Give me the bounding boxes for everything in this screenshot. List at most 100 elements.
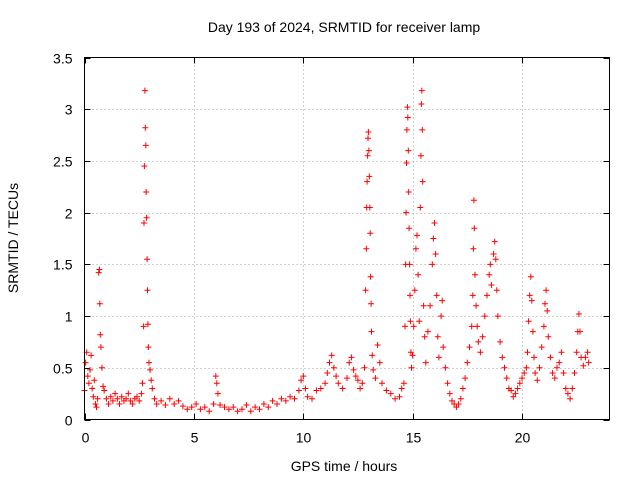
data-point [166,395,173,402]
data-point [417,152,424,159]
data-point [528,297,535,304]
data-point [171,401,178,407]
data-point [193,401,200,407]
data-point [564,390,571,397]
data-point [346,359,353,366]
data-point [188,404,195,411]
data-point [585,359,592,366]
data-point [162,402,169,408]
data-point [282,397,289,404]
data-point [153,401,160,407]
data-point [365,147,372,154]
data-point [512,390,519,397]
data-point [449,397,455,404]
data-point [260,401,267,407]
data-point [435,354,442,361]
data-point [434,333,441,340]
data-point [429,261,436,268]
data-point [142,142,149,149]
data-point [470,197,477,204]
data-point [328,352,335,359]
data-point [558,349,565,356]
data-point [412,245,419,252]
x-tick-label: 15 [406,430,422,446]
data-point [361,364,368,371]
data-point [90,393,97,400]
data-point [431,220,438,226]
data-point [414,232,420,239]
data-point [376,359,383,366]
data-point [420,302,427,309]
data-point [265,404,272,411]
data-point [492,256,499,263]
data-point [405,147,412,154]
data-point [396,393,403,400]
grid [84,57,610,420]
data-point [97,344,104,351]
data-point [134,393,140,400]
data-point [143,189,150,195]
data-point [534,377,541,384]
data-point [368,300,375,307]
data-point [543,287,550,294]
data-point [493,287,500,294]
data-point [484,292,490,299]
data-point [560,370,567,376]
data-point [304,393,311,400]
data-point [470,245,477,252]
data-point [407,349,414,356]
data-point [453,404,460,411]
data-point [433,292,440,299]
data-point [418,87,425,94]
data-point [379,380,385,387]
data-point [144,287,151,294]
data-point [145,344,152,351]
data-point [96,266,103,273]
data-point [339,385,346,392]
data-point [118,393,125,400]
data-point [554,364,560,371]
y-tick-label: 3.5 [53,51,73,67]
data-point [368,328,375,335]
data-point [421,333,428,340]
data-point [302,385,309,392]
data-point [538,344,545,351]
data-point [123,395,130,402]
data-point [527,273,534,280]
data-point [531,354,537,361]
data-point [475,338,482,345]
data-point [402,323,408,330]
data-point [366,204,373,211]
data-point [362,287,369,294]
data-point [567,395,574,402]
data-point [291,395,298,402]
data-point [330,364,337,371]
data-point [444,380,451,387]
data-point [419,126,426,133]
y-tick-label: 0 [65,413,73,429]
data-point [364,178,371,185]
data-point [523,364,530,371]
data-point [442,364,449,371]
data-point [508,387,515,394]
data-points [81,87,592,415]
data-point [392,395,399,402]
data-point [82,359,89,366]
data-point [419,178,426,185]
data-point [93,404,100,411]
data-point [269,397,276,404]
plot-frame [84,57,610,420]
data-point [243,402,250,408]
data-point [398,385,405,392]
data-point [529,328,536,335]
data-point [344,375,350,382]
data-point [372,375,379,382]
data-point [532,370,539,376]
data-point [143,214,150,221]
data-point [406,261,413,268]
data-point [367,273,374,280]
data-point [298,377,305,384]
data-point [89,385,96,392]
data-point [234,408,241,415]
data-point [427,302,434,309]
